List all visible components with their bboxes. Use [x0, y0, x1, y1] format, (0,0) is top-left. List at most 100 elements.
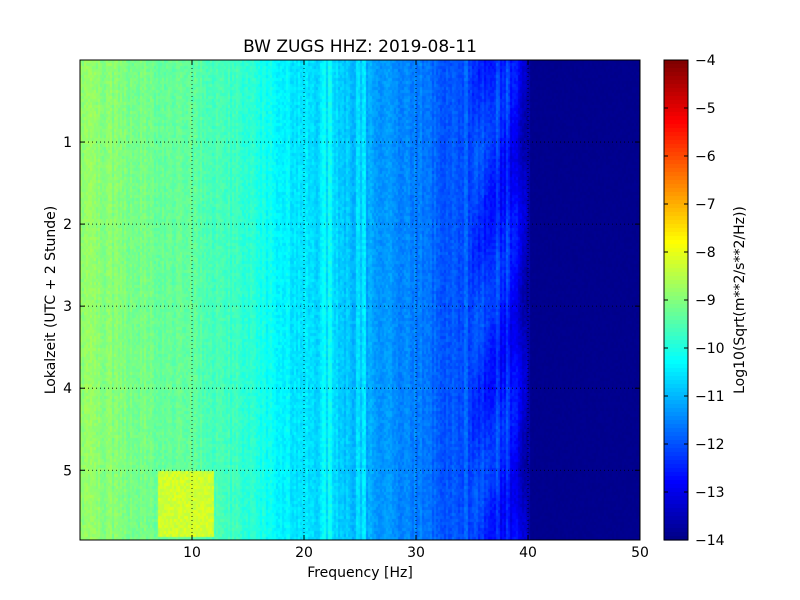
- colorbar-segment: [664, 296, 688, 301]
- colorbar-segment: [664, 360, 688, 365]
- colorbar-segment: [664, 108, 688, 113]
- colorbar-segment: [664, 72, 688, 77]
- colorbar-segment: [664, 492, 688, 497]
- colorbar-segment: [664, 332, 688, 337]
- x-axis-label: Frequency [Hz]: [307, 565, 413, 581]
- colorbar-segment: [664, 480, 688, 485]
- spectrogram-heatmap: [80, 60, 640, 540]
- colorbar-segment: [664, 408, 688, 413]
- x-tick-label: 30: [407, 545, 425, 561]
- colorbar-segment: [664, 120, 688, 125]
- colorbar-segment: [664, 484, 688, 489]
- colorbar-segment: [664, 320, 688, 325]
- colorbar-segment: [664, 156, 688, 161]
- colorbar-segment: [664, 256, 688, 261]
- colorbar-segment: [664, 228, 688, 233]
- colorbar-segment: [664, 164, 688, 169]
- colorbar-segment: [664, 452, 688, 457]
- colorbar-tick-label: −14: [695, 533, 725, 549]
- colorbar-segment: [664, 348, 688, 353]
- colorbar-segment: [664, 60, 688, 65]
- y-tick-label: 2: [63, 217, 72, 233]
- colorbar-segment: [664, 500, 688, 505]
- colorbar-segment: [664, 284, 688, 289]
- colorbar-segment: [664, 476, 688, 481]
- colorbar-segment: [664, 180, 688, 185]
- colorbar-segment: [664, 276, 688, 281]
- colorbar-segment: [664, 300, 688, 305]
- colorbar-segment: [664, 404, 688, 409]
- colorbar-segment: [664, 488, 688, 493]
- colorbar-segment: [664, 460, 688, 465]
- colorbar-tick-label: −8: [695, 245, 716, 261]
- x-tick-label: 20: [295, 545, 313, 561]
- x-tick-label: 40: [519, 545, 537, 561]
- colorbar-segment: [664, 456, 688, 461]
- colorbar-segment: [664, 188, 688, 193]
- colorbar-segment: [664, 208, 688, 213]
- colorbar-segment: [664, 216, 688, 221]
- colorbar-segment: [664, 380, 688, 385]
- y-tick-label: 4: [63, 381, 72, 397]
- colorbar: −4 −5 −6 −7 −8 −9 −10 −11 −12 −13 −14: [663, 53, 725, 549]
- colorbar-segment: [664, 136, 688, 141]
- colorbar-segment: [664, 168, 688, 173]
- colorbar-segment: [664, 468, 688, 473]
- colorbar-segment: [664, 112, 688, 117]
- colorbar-segment: [664, 268, 688, 273]
- colorbar-segment: [664, 176, 688, 181]
- colorbar-segment: [664, 372, 688, 377]
- colorbar-segment: [664, 520, 688, 525]
- colorbar-segment: [664, 148, 688, 153]
- colorbar-segment: [664, 96, 688, 101]
- colorbar-segment: [664, 532, 688, 537]
- colorbar-segment: [664, 324, 688, 329]
- colorbar-segment: [664, 200, 688, 205]
- colorbar-segment: [664, 428, 688, 433]
- colorbar-segment: [664, 100, 688, 105]
- colorbar-segment: [664, 128, 688, 133]
- y-tick-label: 1: [63, 135, 72, 151]
- colorbar-segment: [664, 436, 688, 441]
- colorbar-segment: [664, 400, 688, 405]
- colorbar-segment: [664, 308, 688, 313]
- colorbar-segment: [664, 472, 688, 477]
- colorbar-segment: [664, 448, 688, 453]
- colorbar-segment: [664, 344, 688, 349]
- colorbar-segment: [664, 124, 688, 129]
- colorbar-segment: [664, 288, 688, 293]
- colorbar-segment: [664, 328, 688, 333]
- colorbar-segment: [664, 172, 688, 177]
- colorbar-segment: [664, 392, 688, 397]
- colorbar-segment: [664, 84, 688, 89]
- colorbar-segment: [664, 224, 688, 229]
- colorbar-segment: [664, 352, 688, 357]
- colorbar-tick-label: −4: [695, 53, 716, 69]
- colorbar-label: Log10(Sqrt(m**2/s**2/Hz)): [732, 206, 748, 394]
- colorbar-segment: [664, 104, 688, 109]
- colorbar-segment: [664, 516, 688, 521]
- x-tick-label: 10: [183, 545, 201, 561]
- colorbar-segment: [664, 312, 688, 317]
- colorbar-segment: [664, 264, 688, 269]
- y-axis-label: Lokalzeit (UTC + 2 Stunde): [43, 206, 59, 395]
- colorbar-segment: [664, 140, 688, 145]
- colorbar-segment: [664, 420, 688, 425]
- colorbar-tick-label: −10: [695, 341, 725, 357]
- colorbar-segment: [664, 340, 688, 345]
- colorbar-segment: [664, 508, 688, 513]
- colorbar-segment: [664, 396, 688, 401]
- colorbar-segment: [664, 424, 688, 429]
- colorbar-tick-label: −13: [695, 485, 725, 501]
- colorbar-segment: [664, 88, 688, 93]
- colorbar-segment: [664, 336, 688, 341]
- colorbar-segment: [664, 536, 688, 541]
- x-tick-label: 50: [631, 545, 649, 561]
- colorbar-segment: [664, 132, 688, 137]
- colorbar-segment: [664, 116, 688, 121]
- colorbar-segment: [664, 92, 688, 97]
- colorbar-segment: [664, 444, 688, 449]
- colorbar-segment: [664, 384, 688, 389]
- colorbar-segment: [664, 528, 688, 533]
- colorbar-segment: [664, 316, 688, 321]
